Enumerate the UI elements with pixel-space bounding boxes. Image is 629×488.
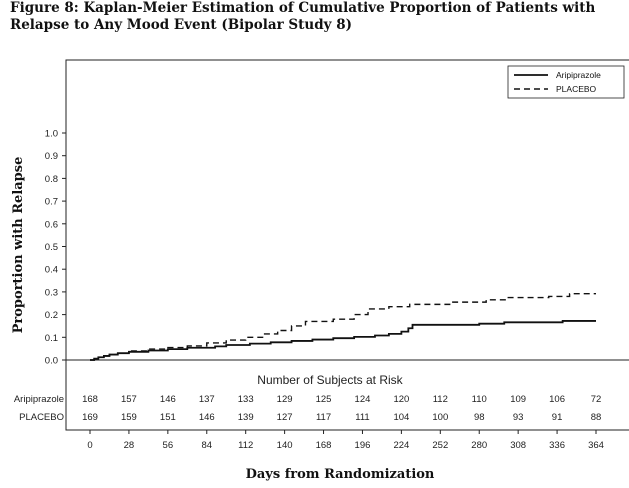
legend-label-placebo: PLACEBO <box>556 84 597 94</box>
y-tick-label: 0.0 <box>45 356 58 367</box>
risk-value: 157 <box>121 394 137 405</box>
x-tick-label: 168 <box>316 440 332 451</box>
risk-value: 139 <box>238 412 254 423</box>
y-tick-label: 0.8 <box>45 174 58 185</box>
risk-table-title: Number of Subjects at Risk <box>257 373 403 387</box>
x-tick-label: 224 <box>393 440 409 451</box>
risk-value: 104 <box>393 412 409 423</box>
risk-table-values: 168 157 146 137 133 129 125 124 120 112 110 109 106 7… <box>82 394 601 423</box>
risk-value: 137 <box>199 394 215 405</box>
risk-value: 133 <box>238 394 254 405</box>
legend-box <box>507 65 625 99</box>
risk-value: 109 <box>510 394 526 405</box>
y-tick-label: 0.3 <box>45 287 58 298</box>
risk-value: 117 <box>316 412 331 423</box>
risk-value: 120 <box>393 394 409 405</box>
x-tick-label: 336 <box>549 440 565 451</box>
risk-value: 98 <box>474 412 485 423</box>
y-tick-label: 0.5 <box>45 242 58 253</box>
x-tick-label: 196 <box>355 440 371 451</box>
risk-row-label-placebo: PLACEBO <box>19 412 64 423</box>
risk-value: 88 <box>591 412 602 423</box>
y-tick-label: 0.6 <box>45 219 58 230</box>
x-tick-label: 112 <box>238 440 253 451</box>
risk-value: 129 <box>277 394 293 405</box>
x-tick-label: 84 <box>201 440 212 451</box>
legend: Aripiprazole PLACEBO <box>507 65 625 99</box>
y-tick-label: 0.7 <box>45 197 58 208</box>
risk-value: 91 <box>552 412 563 423</box>
x-tick-label: 280 <box>471 440 487 451</box>
legend-label-aripiprazole: Aripiprazole <box>556 70 601 80</box>
series-lines <box>90 293 596 361</box>
series-line-aripiprazole <box>90 320 596 361</box>
y-tick-label: 0.9 <box>45 151 58 162</box>
plot-frame <box>65 59 629 431</box>
figure-title: Figure 8: Kaplan-Meier Estimation of Cum… <box>10 0 596 33</box>
risk-value: 168 <box>82 394 98 405</box>
x-tick-label: 364 <box>588 440 604 451</box>
series-line-placebo <box>90 293 596 361</box>
risk-value: 72 <box>591 394 602 405</box>
x-tick-label: 56 <box>163 440 174 451</box>
risk-value: 106 <box>549 394 565 405</box>
risk-row-label-aripiprazole: Aripiprazole <box>14 394 64 405</box>
risk-value: 124 <box>355 394 371 405</box>
risk-value: 146 <box>199 412 215 423</box>
y-tick-label: 0.2 <box>45 310 58 321</box>
y-axis-ticks: 0.0 0.1 0.2 0.3 0.4 0.5 0.6 0.7 0.8 0.9 1.0 <box>45 129 66 367</box>
y-tick-label: 1.0 <box>45 129 58 140</box>
x-tick-label: 28 <box>124 440 135 451</box>
risk-value: 112 <box>433 394 448 405</box>
risk-value: 159 <box>121 412 137 423</box>
x-tick-label: 0 <box>87 440 92 451</box>
x-tick-label: 252 <box>432 440 448 451</box>
y-axis-title: Proportion with Relapse <box>11 157 26 334</box>
y-tick-label: 0.4 <box>45 265 58 276</box>
y-tick-label: 0.1 <box>45 333 58 344</box>
x-tick-label: 308 <box>510 440 526 451</box>
x-tick-label: 140 <box>277 440 293 451</box>
risk-value: 111 <box>355 412 369 423</box>
x-axis-title: Days from Randomization <box>246 467 435 482</box>
risk-value: 125 <box>316 394 332 405</box>
risk-value: 100 <box>432 412 448 423</box>
risk-value: 169 <box>82 412 98 423</box>
risk-value: 127 <box>277 412 293 423</box>
risk-value: 93 <box>513 412 524 423</box>
risk-value: 110 <box>472 394 487 405</box>
risk-value: 146 <box>160 394 176 405</box>
x-axis-ticks: 0 28 56 84 112 140 168 196 224 252 280 308 336 364 <box>87 430 604 451</box>
risk-value: 151 <box>160 412 176 423</box>
